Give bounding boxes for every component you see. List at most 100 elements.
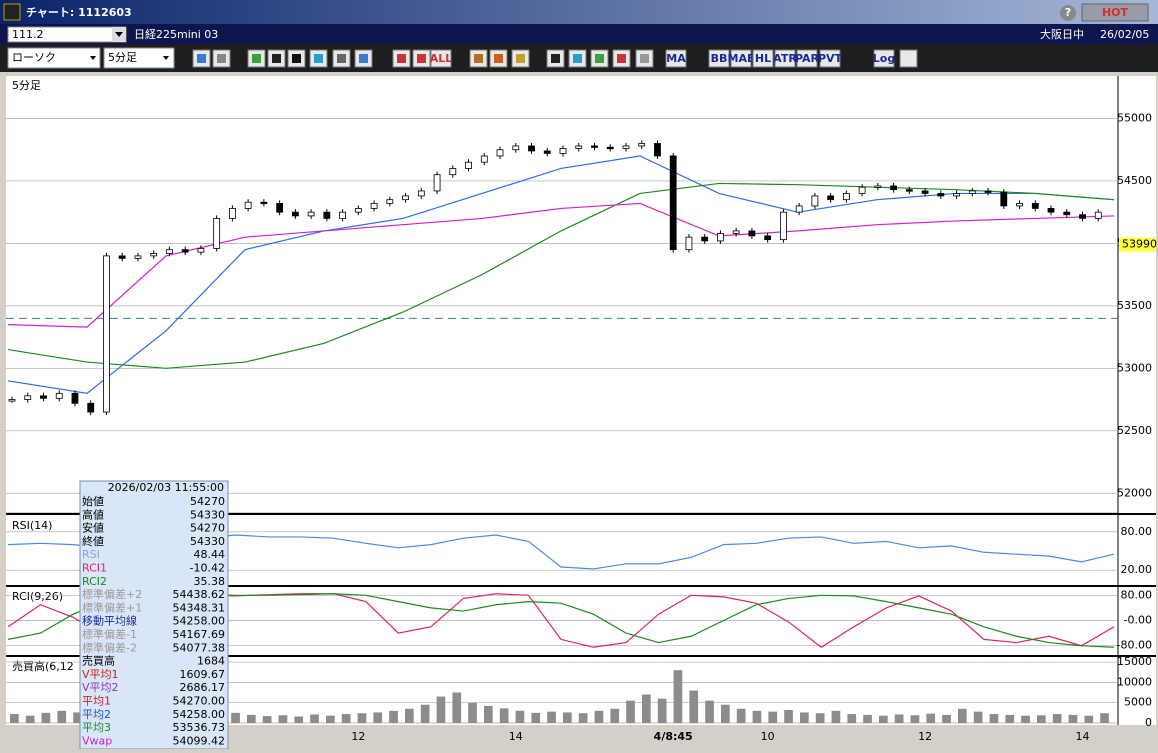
toolbar-icon[interactable] [899,49,918,68]
toolbar-button[interactable] [873,49,895,68]
info-label: RCI1 [82,562,107,575]
toolbar-button-label[interactable]: PVT [818,52,843,65]
info-label: 始値 [82,494,104,508]
volume-bar [294,716,304,723]
y-tick-label: 53500 [1117,299,1152,312]
candle [370,203,378,209]
toolbar-button-label[interactable]: BB [711,52,728,65]
candle [575,145,583,149]
candle [197,248,205,253]
candle [244,201,252,209]
candle [1079,214,1086,219]
icon-glyph [252,54,261,63]
volume-bar [436,696,446,723]
volume-bar [262,716,272,723]
candle [890,185,897,191]
y-tick-label: 20.00 [1121,563,1153,576]
interval-select[interactable] [103,47,175,69]
toolbar-button[interactable] [774,49,796,68]
candle [606,146,614,150]
icon-glyph [494,54,503,63]
volume-bar [357,713,367,723]
candle [764,235,772,241]
volume-bar [1005,714,1015,723]
toolbar-button[interactable] [430,49,452,68]
interval[interactable]: 5分足 [108,51,137,64]
info-value: 54270.00 [173,695,226,708]
volume-bar [452,692,462,723]
volume-bar [389,710,398,723]
toolbar-button[interactable] [819,49,841,68]
toolbar-button[interactable] [752,49,774,68]
volume-bar [25,715,35,723]
dropdown-arrow [115,32,123,37]
icon-glyph [292,54,301,63]
y-tick-label: -80.00 [1117,639,1152,652]
toolbar-button-label[interactable]: ALL [430,52,453,65]
volume-bar [278,715,288,723]
price-axis-area [1118,76,1156,725]
info-value: -10.42 [190,562,225,575]
candle [528,145,535,152]
info-value: 54348.31 [173,601,226,614]
app-icon [3,3,21,21]
toolbar-button[interactable] [665,49,687,68]
toolbar-button-label[interactable]: MAE [728,52,755,65]
candle [685,236,693,251]
candle [591,145,598,148]
toolbar-button-label[interactable]: ATR [773,52,797,65]
candle [166,249,173,254]
toolbar-button-label[interactable]: MA [666,52,686,65]
hot-button[interactable] [1081,3,1149,22]
info-value: 54438.62 [173,588,226,601]
icon-glyph [474,54,483,63]
info-value: 48.44 [194,548,226,561]
chart-type-select[interactable] [7,47,101,69]
candle [937,193,945,197]
volume-bar [610,708,620,723]
volume-bar [405,708,414,723]
candle [260,201,268,205]
icon-glyph [617,54,626,63]
candle [827,195,835,201]
last-price-label: 53990 [1122,238,1157,251]
toolbar-button[interactable] [730,49,752,68]
help-button[interactable] [1060,5,1076,21]
volume-bar [879,715,888,723]
toolbar-button-label[interactable]: HL [755,52,771,65]
candle [323,211,331,219]
panel-title: RCI(9,26) [12,590,63,603]
candle [638,143,646,147]
candle [780,211,787,241]
y-tick-label: -0.00 [1124,614,1152,627]
candle [55,392,63,399]
toolbar-button[interactable] [796,49,818,68]
candle [1000,191,1008,207]
volume-bar [689,690,699,723]
candle [87,402,95,413]
window-title: チャート: 1112603 [26,6,132,19]
volume-bar [705,700,714,723]
candle [874,185,882,188]
code-text[interactable]: 111.2 [12,28,44,41]
volume-bar [420,704,430,723]
volume-bar [721,704,730,723]
toolbar-button-label[interactable]: Log [873,52,895,65]
chart-type[interactable]: ローソク [12,51,56,64]
candle [150,252,158,257]
overlay-line [7,202,1115,328]
overlay-line [7,182,1115,369]
hot-label[interactable]: HOT [1102,6,1129,19]
candle [103,255,110,413]
toolbar-button-label[interactable]: PAR [795,52,820,65]
info-label: Vwap [82,734,112,747]
volume-bar [1052,714,1062,723]
info-label: 移動平均線 [82,614,137,628]
candle [291,211,299,217]
help-label[interactable]: ? [1065,6,1071,19]
info-label: 標準偏差-2 [82,640,137,654]
volume-bar [41,712,51,723]
candle [276,203,284,213]
toolbar-button[interactable] [708,49,730,68]
